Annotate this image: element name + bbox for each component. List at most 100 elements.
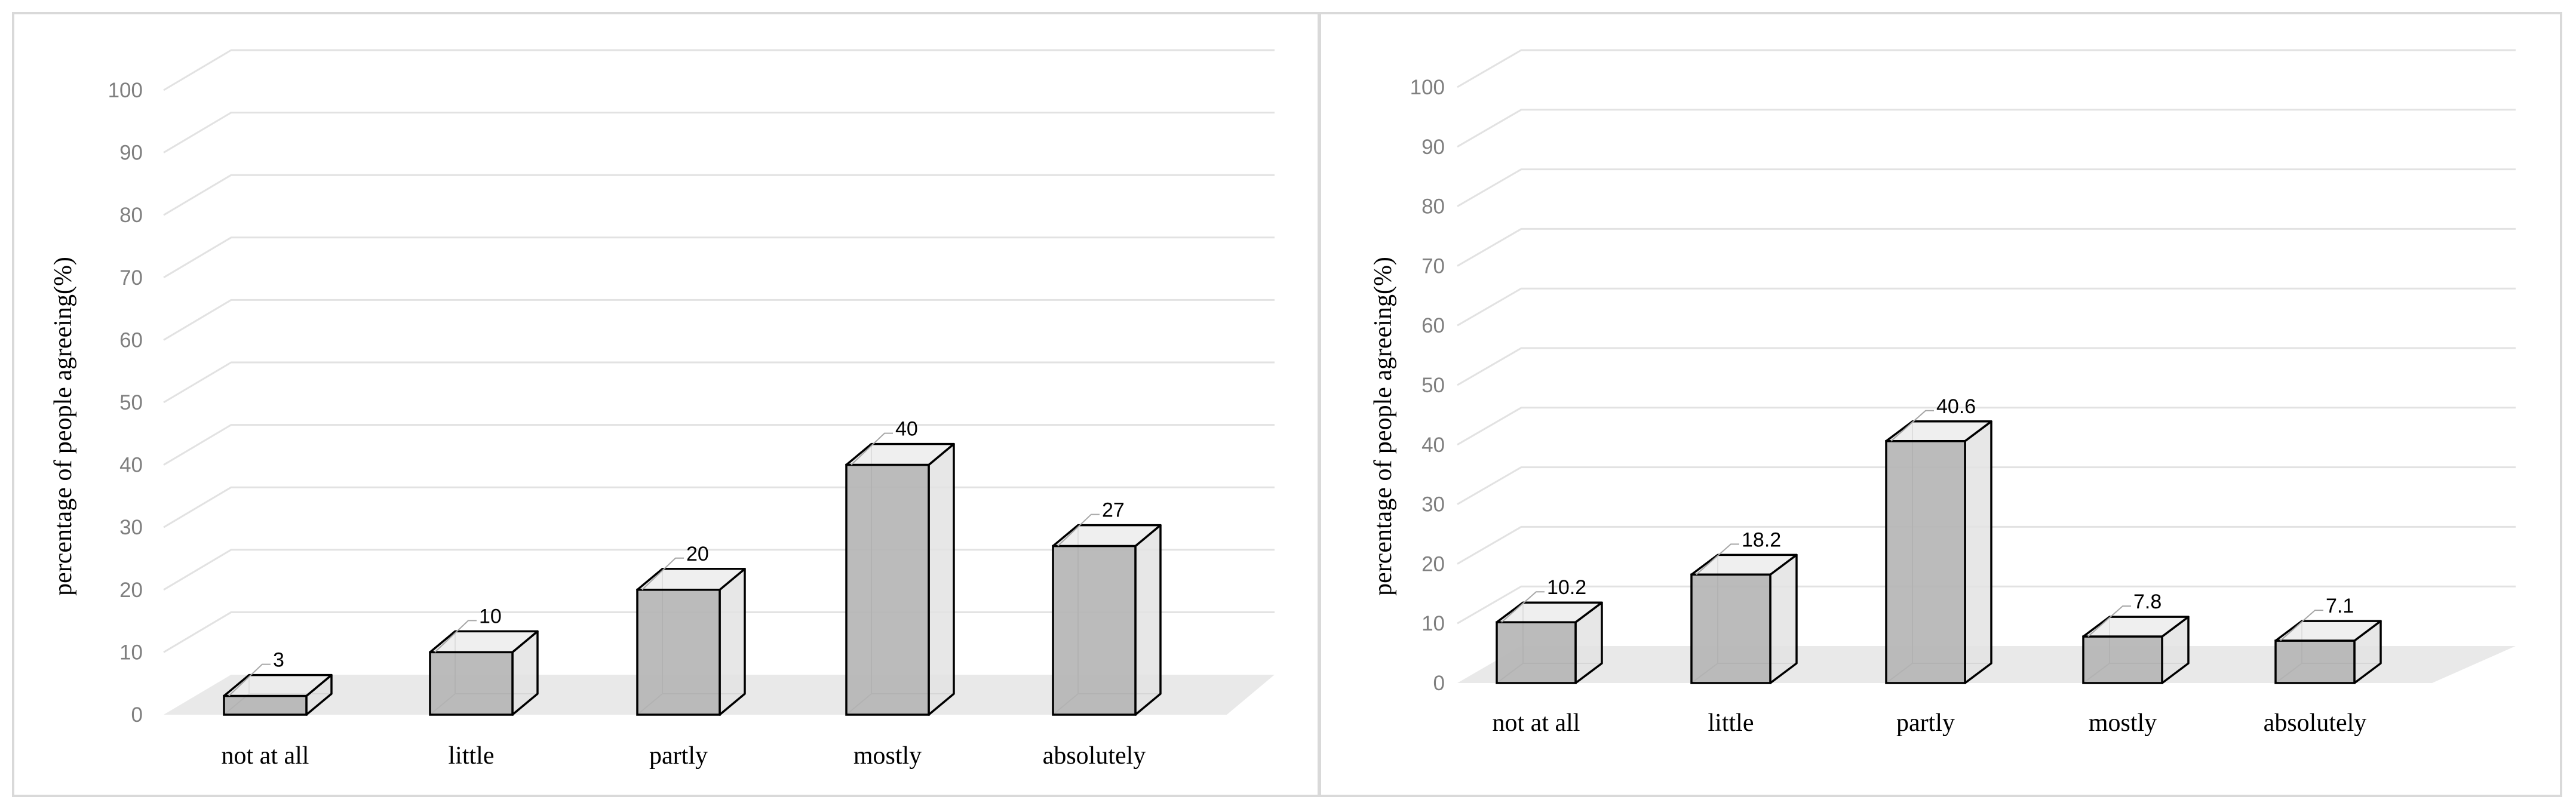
bar xyxy=(429,630,539,716)
data-label-leader xyxy=(851,432,893,466)
gridline xyxy=(163,236,1275,279)
data-label: 18.2 xyxy=(1742,528,1781,551)
data-label-leader xyxy=(228,663,271,697)
data-label: 3 xyxy=(273,649,284,672)
bar xyxy=(1496,601,1603,684)
category-label: little xyxy=(449,742,495,770)
bar xyxy=(636,568,746,716)
chart-panel-left: 0 10 20 30 40 50 60 70 80 90 100 3 10 20 40 27 not at … xyxy=(12,12,1320,797)
gridline xyxy=(1457,49,2516,88)
y-tick-label: 30 xyxy=(1421,493,1445,516)
category-label: absolutely xyxy=(2264,709,2367,737)
bar-front-face xyxy=(429,651,514,716)
bar-side-face xyxy=(1964,420,1992,684)
bar-side-face xyxy=(928,442,955,716)
y-tick-label: 20 xyxy=(119,579,143,602)
category-label: mostly xyxy=(2089,709,2157,737)
y-tick-label: 0 xyxy=(131,703,143,727)
data-label: 40 xyxy=(895,418,918,441)
gridline xyxy=(163,299,1275,341)
bar-side-face xyxy=(1134,524,1162,716)
bar xyxy=(1690,553,1798,684)
gridline xyxy=(163,174,1275,216)
y-tick-label: 40 xyxy=(1421,433,1445,457)
bar xyxy=(1885,420,1992,684)
bar-front-face xyxy=(1052,545,1137,716)
gridline xyxy=(1457,407,2516,446)
data-label: 20 xyxy=(686,543,709,565)
data-label-leader xyxy=(2087,605,2131,637)
gridline xyxy=(1457,109,2516,148)
gridline xyxy=(163,112,1275,153)
y-axis-label: percentage of people agreeing(%) xyxy=(50,257,77,596)
y-tick-label: 70 xyxy=(1421,254,1445,278)
category-label: little xyxy=(1708,709,1754,737)
y-tick-label: 100 xyxy=(108,79,143,102)
data-label: 27 xyxy=(1102,499,1125,522)
gridline xyxy=(163,424,1275,466)
y-tick-label: 90 xyxy=(1421,136,1445,159)
bar-front-face xyxy=(223,694,308,716)
data-label: 7.8 xyxy=(2133,590,2161,613)
gridline xyxy=(1457,347,2516,386)
y-tick-label: 50 xyxy=(119,391,143,414)
gridline xyxy=(163,49,1275,91)
bar xyxy=(845,442,955,716)
bar xyxy=(223,673,333,716)
y-tick-label: 60 xyxy=(1421,314,1445,337)
bar-front-face xyxy=(1885,440,1966,684)
data-label-leader xyxy=(434,620,477,653)
data-label-leader xyxy=(2280,610,2323,641)
bar-front-face xyxy=(636,589,721,716)
gridline xyxy=(1457,287,2516,327)
data-label: 7.1 xyxy=(2326,595,2354,617)
bar-side-face xyxy=(1769,553,1798,684)
gridline xyxy=(1457,585,2516,625)
bar-front-face xyxy=(845,463,930,716)
bar-front-face xyxy=(2274,639,2356,684)
y-tick-label: 30 xyxy=(119,516,143,539)
y-tick-label: 70 xyxy=(119,266,143,290)
y-tick-label: 80 xyxy=(119,204,143,227)
gridline xyxy=(163,361,1275,404)
y-tick-label: 10 xyxy=(119,641,143,664)
chart-panel-right: 0 10 20 30 40 50 60 70 80 90 100 10.2 18.2 40.6 7.8 7.… xyxy=(1319,12,2562,797)
category-label: not at all xyxy=(222,742,309,770)
bar xyxy=(2274,620,2382,684)
bar-front-face xyxy=(1690,573,1771,684)
y-tick-label: 40 xyxy=(119,454,143,477)
y-tick-label: 90 xyxy=(119,142,143,165)
data-label-leader xyxy=(1057,513,1100,547)
data-label-leader xyxy=(1696,543,1739,576)
y-tick-label: 100 xyxy=(1410,76,1445,99)
y-tick-label: 10 xyxy=(1421,612,1445,635)
y-tick-label: 0 xyxy=(1433,672,1445,695)
bar-side-face xyxy=(719,568,746,716)
bar xyxy=(2082,616,2190,684)
y-tick-label: 50 xyxy=(1421,374,1445,397)
chart-left-svg: 0 10 20 30 40 50 60 70 80 90 100 3 10 20 40 27 not at … xyxy=(50,49,1275,770)
category-label: partly xyxy=(1896,709,1955,737)
bar-front-face xyxy=(1496,621,1577,684)
category-label: mostly xyxy=(853,742,922,770)
bar-front-face xyxy=(2082,635,2163,684)
category-label: absolutely xyxy=(1043,742,1146,770)
data-label: 10.2 xyxy=(1547,576,1586,599)
y-tick-label: 60 xyxy=(119,328,143,352)
data-label-leader xyxy=(641,557,684,590)
category-label: not at all xyxy=(1493,709,1580,737)
gridline xyxy=(1457,227,2516,267)
bar xyxy=(1052,524,1162,716)
chart-right-svg: 0 10 20 30 40 50 60 70 80 90 100 10.2 18.2 40.6 7.8 7.… xyxy=(1370,49,2516,737)
data-label-leader xyxy=(1890,410,1934,442)
gridline xyxy=(1457,525,2516,565)
category-label: partly xyxy=(649,742,708,770)
y-tick-label: 20 xyxy=(1421,552,1445,576)
y-tick-label: 80 xyxy=(1421,195,1445,219)
gridline xyxy=(1457,168,2516,207)
data-label: 40.6 xyxy=(1936,395,1976,418)
data-label: 10 xyxy=(479,605,502,628)
data-label-leader xyxy=(1501,591,1545,623)
gridline xyxy=(1457,466,2516,505)
y-axis-label: percentage of people agreeing(%) xyxy=(1370,257,1397,596)
